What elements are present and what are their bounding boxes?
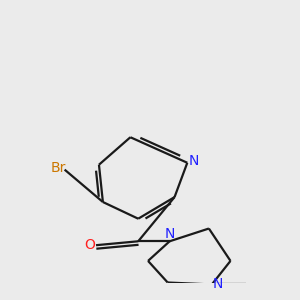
Text: N: N — [164, 227, 175, 241]
Text: Br: Br — [51, 161, 66, 175]
Text: N: N — [213, 278, 224, 292]
Text: O: O — [84, 238, 95, 252]
Text: N: N — [189, 154, 199, 168]
